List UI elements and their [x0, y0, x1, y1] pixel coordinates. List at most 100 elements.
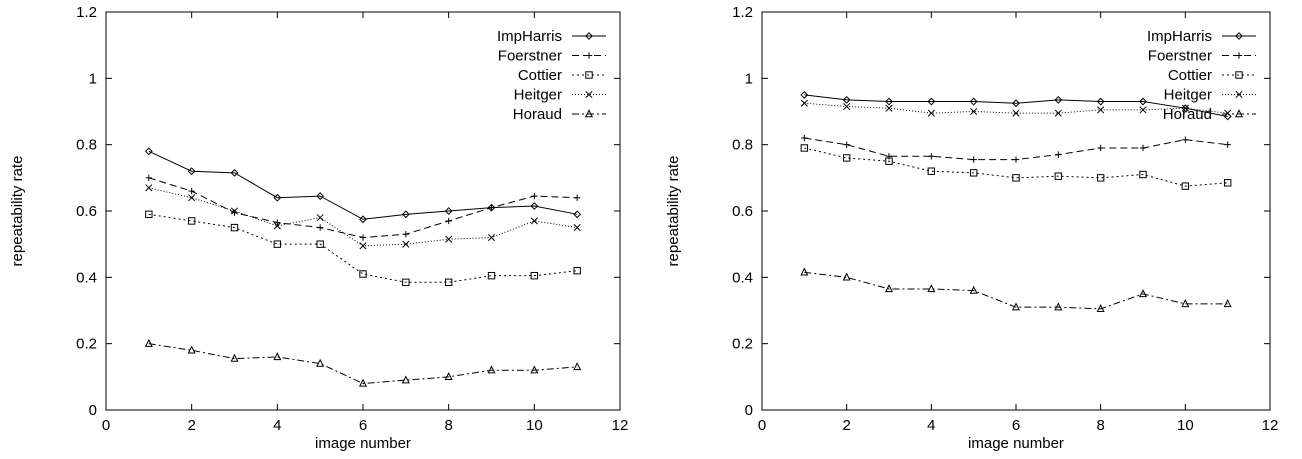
data-point [1012, 156, 1020, 163]
legend-label: Horaud [513, 106, 562, 123]
x-tick-label: 2 [842, 417, 850, 434]
series-impharris [800, 91, 1232, 121]
y-tick-label: 0.4 [76, 269, 97, 286]
series-cottier [145, 210, 581, 287]
data-point [843, 141, 850, 148]
x-tick-label: 2 [187, 417, 195, 434]
data-point [230, 168, 239, 177]
data-point [1139, 144, 1147, 152]
legend-label: ImpHarris [497, 28, 562, 45]
legend-label: Heitger [1164, 87, 1212, 104]
data-point [145, 210, 153, 219]
data-point [145, 174, 153, 182]
data-point [188, 187, 195, 195]
data-point [927, 97, 936, 106]
data-point [1055, 151, 1062, 158]
data-point [1097, 144, 1104, 152]
series-line [148, 150, 578, 220]
data-point [1054, 109, 1062, 117]
series-line [148, 177, 578, 239]
y-tick-label: 1.2 [732, 4, 753, 21]
data-point [230, 207, 239, 215]
legend-marker [585, 32, 593, 40]
data-point [230, 353, 239, 362]
data-point [1182, 136, 1189, 143]
data-point [1054, 95, 1063, 104]
data-point [969, 97, 978, 106]
data-point [1181, 182, 1190, 190]
series-line [148, 213, 578, 283]
data-point [1181, 104, 1189, 112]
data-point [969, 285, 978, 294]
data-point [573, 194, 581, 201]
y-tick-label: 0 [745, 402, 753, 419]
data-point [401, 210, 410, 219]
data-point [188, 194, 196, 202]
data-point [316, 192, 325, 200]
data-point [573, 210, 582, 219]
data-point [530, 271, 539, 280]
data-point [800, 144, 809, 152]
data-point [487, 233, 496, 242]
data-point [444, 372, 453, 381]
legend-marker [1235, 90, 1243, 99]
data-point [970, 107, 978, 116]
legend-label: ImpHarris [1147, 28, 1212, 45]
data-point [316, 358, 325, 367]
data-point [1181, 104, 1190, 113]
data-point [573, 362, 582, 371]
series-line [804, 147, 1228, 187]
data-point [144, 338, 153, 347]
series-impharris [144, 147, 582, 224]
data-point [273, 193, 282, 202]
legend-marker [585, 71, 593, 79]
data-point [402, 231, 410, 238]
x-tick-label: 8 [1096, 417, 1104, 434]
legend-marker [584, 109, 594, 118]
legend-marker [1235, 32, 1243, 40]
data-point [1096, 304, 1105, 313]
data-point [928, 153, 935, 160]
data-point [885, 97, 893, 106]
chart-panel-1: 0 2 4 6 8 10 12 0 0.2 0.4 0.6 0.8 1 1.2 image number re… [9, 4, 628, 452]
data-point [445, 235, 453, 243]
x-tick-label: 6 [1012, 417, 1020, 434]
series-line [804, 94, 1228, 117]
legend-label: Cottier [1168, 67, 1212, 84]
data-point [573, 267, 581, 275]
data-point [884, 284, 894, 293]
legend-label: Cottier [518, 67, 562, 84]
y-axis-label: repeatability rate [9, 156, 26, 267]
data-point [230, 223, 239, 232]
data-point [359, 215, 367, 224]
legend-marker [1235, 71, 1243, 79]
x-tick-label: 4 [927, 417, 935, 434]
x-tick-label: 12 [1262, 417, 1279, 434]
data-point [927, 109, 935, 117]
data-point [274, 219, 281, 226]
data-point [530, 202, 539, 210]
series-heitger [800, 99, 1232, 117]
x-tick-label: 10 [526, 417, 543, 434]
data-point [969, 169, 978, 177]
x-tick-label: 10 [1177, 417, 1194, 434]
data-point [843, 102, 851, 111]
data-point [573, 224, 581, 232]
data-point [800, 91, 809, 99]
data-point [487, 365, 496, 374]
data-point [1181, 299, 1190, 308]
y-tick-label: 1 [89, 70, 97, 87]
data-point [1139, 97, 1147, 106]
data-point [445, 217, 452, 225]
data-point [488, 204, 495, 211]
data-point [842, 272, 851, 281]
data-point [1097, 106, 1105, 114]
data-point [1223, 299, 1232, 308]
y-tick-label: 0.2 [76, 336, 97, 353]
data-point [1139, 170, 1147, 179]
y-tick-label: 1 [745, 70, 753, 87]
x-tick-label: 8 [444, 417, 452, 434]
x-tick-label: 6 [359, 417, 367, 434]
data-point [187, 167, 196, 176]
